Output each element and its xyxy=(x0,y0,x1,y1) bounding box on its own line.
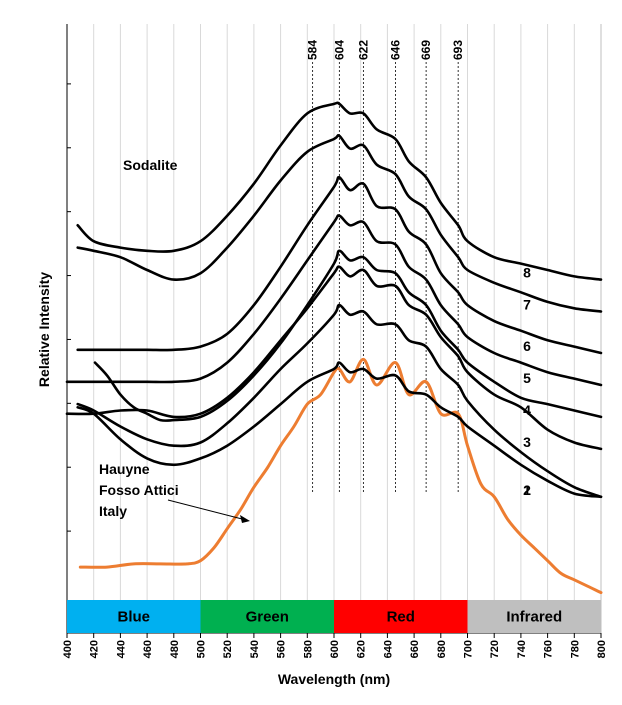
x-tick-label: 620 xyxy=(356,640,368,658)
peak-label: 604 xyxy=(332,40,346,60)
x-tick-label: 700 xyxy=(463,640,475,658)
x-tick-label: 760 xyxy=(543,640,555,658)
series-label: 2 xyxy=(523,482,531,498)
series-line-1 xyxy=(76,361,603,499)
series-label: 5 xyxy=(523,370,531,386)
band-blue xyxy=(67,600,201,633)
series-label: 6 xyxy=(523,338,531,354)
x-tick-label: 400 xyxy=(62,640,74,658)
band-label: Infrared xyxy=(506,609,562,626)
series-line-3 xyxy=(65,265,603,451)
band-label: Blue xyxy=(117,609,150,626)
series-label: 7 xyxy=(523,297,531,313)
x-tick-label: 740 xyxy=(516,640,528,658)
series-line-4 xyxy=(93,249,603,423)
x-tick-label: 560 xyxy=(276,640,288,658)
series-line-6 xyxy=(76,175,603,355)
x-tick-label: 440 xyxy=(115,640,127,658)
peak-label: 584 xyxy=(306,40,320,60)
peak-label: 669 xyxy=(419,40,433,60)
band-label: Red xyxy=(387,609,415,626)
x-tick-label: 540 xyxy=(249,640,261,658)
x-tick-label: 600 xyxy=(329,640,341,658)
band-label: Green xyxy=(246,609,289,626)
band-green xyxy=(200,600,334,633)
x-tick-label: 720 xyxy=(489,640,501,658)
series-label: 4 xyxy=(523,402,531,418)
x-tick-label: 660 xyxy=(409,640,421,658)
band-red xyxy=(334,600,468,633)
series-line-2 xyxy=(76,303,603,499)
x-tick-label: 800 xyxy=(596,640,608,658)
x-tick-label: 520 xyxy=(222,640,234,658)
peak-label: 693 xyxy=(451,40,465,60)
x-tick-label: 780 xyxy=(569,640,581,658)
peak-label: 622 xyxy=(356,40,370,60)
x-tick-label: 680 xyxy=(436,640,448,658)
series-label: 3 xyxy=(523,434,531,450)
series-line-5 xyxy=(65,214,603,387)
x-axis-title: Wavelength (nm) xyxy=(278,671,390,687)
x-tick-label: 480 xyxy=(169,640,181,658)
x-tick-label: 580 xyxy=(302,640,314,658)
x-tick-label: 460 xyxy=(142,640,154,658)
series-line-hauyne xyxy=(78,357,603,595)
series-line-8 xyxy=(76,101,603,281)
hauyne-arrow-line xyxy=(167,499,245,520)
x-tick-label: 500 xyxy=(196,640,208,658)
hauyne-label: Italy xyxy=(99,503,127,519)
sodalite-label: Sodalite xyxy=(123,157,178,173)
peak-label: 646 xyxy=(388,40,402,60)
y-axis-title: Relative Intensity xyxy=(36,272,52,387)
hauyne-label: Hauyne xyxy=(99,461,150,477)
x-tick-label: 420 xyxy=(89,640,101,658)
hauyne-label: Fosso Attici xyxy=(99,482,179,498)
series-label: 1 xyxy=(523,482,531,498)
band-infrared xyxy=(467,600,601,633)
series-line-7 xyxy=(76,133,603,313)
x-tick-label: 640 xyxy=(382,640,394,658)
series-label: 8 xyxy=(523,265,531,281)
hauyne-arrow-head xyxy=(240,515,250,523)
